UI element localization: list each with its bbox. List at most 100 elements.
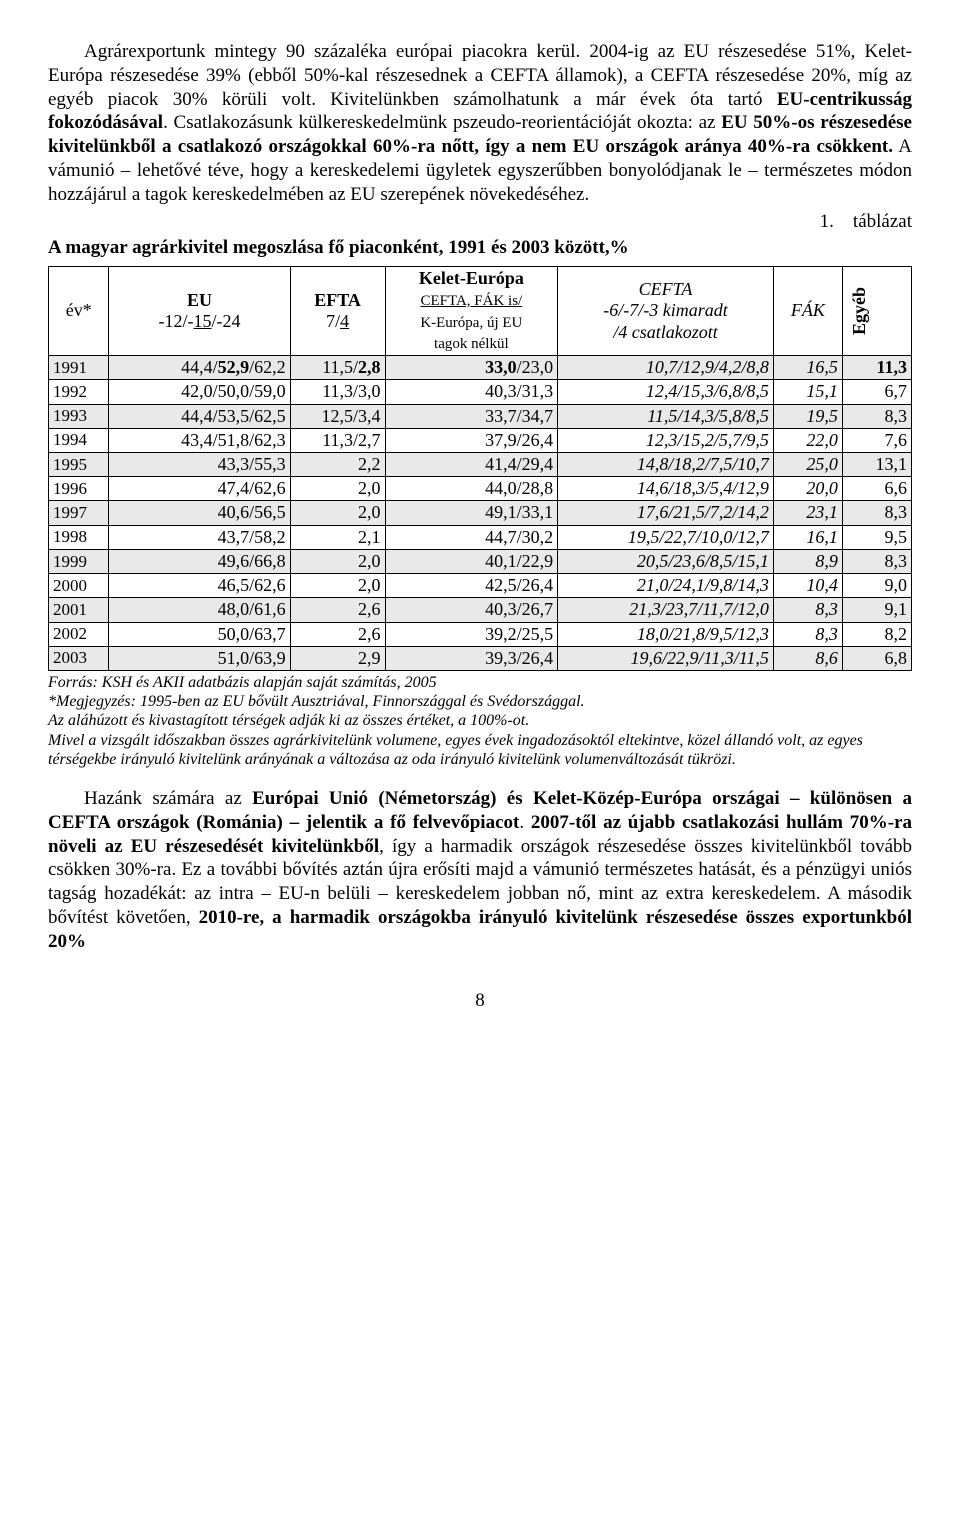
cell-year: 2000 <box>49 574 109 598</box>
cell-egyeb: 6,6 <box>842 477 911 501</box>
cell-fak: 22,0 <box>773 428 842 452</box>
col-egyeb: Egyéb <box>842 266 911 355</box>
cell-cefta: 10,7/12,9/4,2/8,8 <box>558 356 774 380</box>
table-row: 200148,0/61,62,640,3/26,721,3/23,7/11,7/… <box>49 598 912 622</box>
cell-efta: 2,2 <box>290 452 385 476</box>
cell-eu: 51,0/63,9 <box>109 646 290 670</box>
table-row: 199443,4/51,8/62,311,3/2,737,9/26,412,3/… <box>49 428 912 452</box>
cell-kelet: 33,7/34,7 <box>385 404 558 428</box>
cell-cefta: 19,5/22,7/10,0/12,7 <box>558 525 774 549</box>
cell-efta: 2,0 <box>290 574 385 598</box>
page-number: 8 <box>48 989 912 1013</box>
cell-egyeb: 9,1 <box>842 598 911 622</box>
cell-year: 1992 <box>49 380 109 404</box>
cell-cefta: 12,4/15,3/6,8/8,5 <box>558 380 774 404</box>
cell-year: 1996 <box>49 477 109 501</box>
table-row: 200250,0/63,72,639,2/25,518,0/21,8/9,5/1… <box>49 622 912 646</box>
cell-kelet: 41,4/29,4 <box>385 452 558 476</box>
table-row: 199843,7/58,22,144,7/30,219,5/22,7/10,0/… <box>49 525 912 549</box>
cell-fak: 23,1 <box>773 501 842 525</box>
cell-year: 2001 <box>49 598 109 622</box>
cell-fak: 16,5 <box>773 356 842 380</box>
cell-efta: 2,9 <box>290 646 385 670</box>
cell-fak: 8,3 <box>773 598 842 622</box>
table-row: 199740,6/56,52,049,1/33,117,6/21,5/7,2/1… <box>49 501 912 525</box>
cell-year: 1998 <box>49 525 109 549</box>
cell-year: 1993 <box>49 404 109 428</box>
table-row: 199647,4/62,62,044,0/28,814,6/18,3/5,4/1… <box>49 477 912 501</box>
table-row: 199543,3/55,32,241,4/29,414,8/18,2/7,5/1… <box>49 452 912 476</box>
cell-cefta: 18,0/21,8/9,5/12,3 <box>558 622 774 646</box>
cell-kelet: 40,3/31,3 <box>385 380 558 404</box>
table-body: 199144,4/52,9/62,211,5/2,833,0/23,010,7/… <box>49 356 912 671</box>
cell-kelet: 39,2/25,5 <box>385 622 558 646</box>
cell-efta: 11,3/3,0 <box>290 380 385 404</box>
cell-cefta: 11,5/14,3/5,8/8,5 <box>558 404 774 428</box>
data-table: év* EU-12/-15/-24 EFTA7/4 Kelet-EurópaCE… <box>48 266 912 671</box>
cell-year: 1995 <box>49 452 109 476</box>
cell-kelet: 40,1/22,9 <box>385 549 558 573</box>
cell-eu: 42,0/50,0/59,0 <box>109 380 290 404</box>
paragraph-1: Agrárexportunk mintegy 90 százaléka euró… <box>48 40 912 206</box>
table-notes: Forrás: KSH és AKII adatbázis alapján sa… <box>48 673 912 769</box>
cell-eu: 50,0/63,7 <box>109 622 290 646</box>
cell-fak: 8,9 <box>773 549 842 573</box>
cell-kelet: 40,3/26,7 <box>385 598 558 622</box>
cell-eu: 44,4/52,9/62,2 <box>109 356 290 380</box>
cell-kelet: 49,1/33,1 <box>385 501 558 525</box>
cell-fak: 20,0 <box>773 477 842 501</box>
cell-egyeb: 8,3 <box>842 549 911 573</box>
cell-eu: 40,6/56,5 <box>109 501 290 525</box>
col-efta: EFTA7/4 <box>290 266 385 355</box>
cell-fak: 10,4 <box>773 574 842 598</box>
cell-eu: 47,4/62,6 <box>109 477 290 501</box>
cell-year: 1999 <box>49 549 109 573</box>
cell-fak: 19,5 <box>773 404 842 428</box>
cell-fak: 8,6 <box>773 646 842 670</box>
cell-kelet: 44,0/28,8 <box>385 477 558 501</box>
cell-fak: 25,0 <box>773 452 842 476</box>
cell-efta: 12,5/3,4 <box>290 404 385 428</box>
cell-egyeb: 13,1 <box>842 452 911 476</box>
cell-efta: 2,6 <box>290 622 385 646</box>
cell-kelet: 37,9/26,4 <box>385 428 558 452</box>
col-cefta: CEFTA-6/-7/-3 kimaradt/4 csatlakozott <box>558 266 774 355</box>
table-row: 199344,4/53,5/62,512,5/3,433,7/34,711,5/… <box>49 404 912 428</box>
cell-year: 2003 <box>49 646 109 670</box>
cell-cefta: 21,0/24,1/9,8/14,3 <box>558 574 774 598</box>
cell-eu: 43,4/51,8/62,3 <box>109 428 290 452</box>
cell-cefta: 14,6/18,3/5,4/12,9 <box>558 477 774 501</box>
cell-egyeb: 8,2 <box>842 622 911 646</box>
cell-egyeb: 6,8 <box>842 646 911 670</box>
cell-eu: 48,0/61,6 <box>109 598 290 622</box>
table-row: 200351,0/63,92,939,3/26,419,6/22,9/11,3/… <box>49 646 912 670</box>
cell-efta: 2,6 <box>290 598 385 622</box>
cell-efta: 2,0 <box>290 549 385 573</box>
cell-year: 1997 <box>49 501 109 525</box>
cell-efta: 11,5/2,8 <box>290 356 385 380</box>
cell-kelet: 42,5/26,4 <box>385 574 558 598</box>
cell-efta: 2,0 <box>290 477 385 501</box>
table-row: 199949,6/66,82,040,1/22,920,5/23,6/8,5/1… <box>49 549 912 573</box>
table-row: 199144,4/52,9/62,211,5/2,833,0/23,010,7/… <box>49 356 912 380</box>
table-title: A magyar agrárkivitel megoszlása fő piac… <box>48 236 912 260</box>
cell-eu: 49,6/66,8 <box>109 549 290 573</box>
cell-egyeb: 8,3 <box>842 501 911 525</box>
cell-fak: 16,1 <box>773 525 842 549</box>
cell-kelet: 39,3/26,4 <box>385 646 558 670</box>
table-row: 200046,5/62,62,042,5/26,421,0/24,1/9,8/1… <box>49 574 912 598</box>
cell-year: 1991 <box>49 356 109 380</box>
cell-egyeb: 7,6 <box>842 428 911 452</box>
col-year: év* <box>49 266 109 355</box>
cell-cefta: 17,6/21,5/7,2/14,2 <box>558 501 774 525</box>
cell-cefta: 21,3/23,7/11,7/12,0 <box>558 598 774 622</box>
cell-egyeb: 6,7 <box>842 380 911 404</box>
cell-eu: 43,7/58,2 <box>109 525 290 549</box>
cell-efta: 2,1 <box>290 525 385 549</box>
cell-fak: 8,3 <box>773 622 842 646</box>
table-row: 199242,0/50,0/59,011,3/3,040,3/31,312,4/… <box>49 380 912 404</box>
cell-fak: 15,1 <box>773 380 842 404</box>
cell-egyeb: 9,0 <box>842 574 911 598</box>
cell-year: 2002 <box>49 622 109 646</box>
col-kelet: Kelet-EurópaCEFTA, FÁK is/K-Európa, új E… <box>385 266 558 355</box>
